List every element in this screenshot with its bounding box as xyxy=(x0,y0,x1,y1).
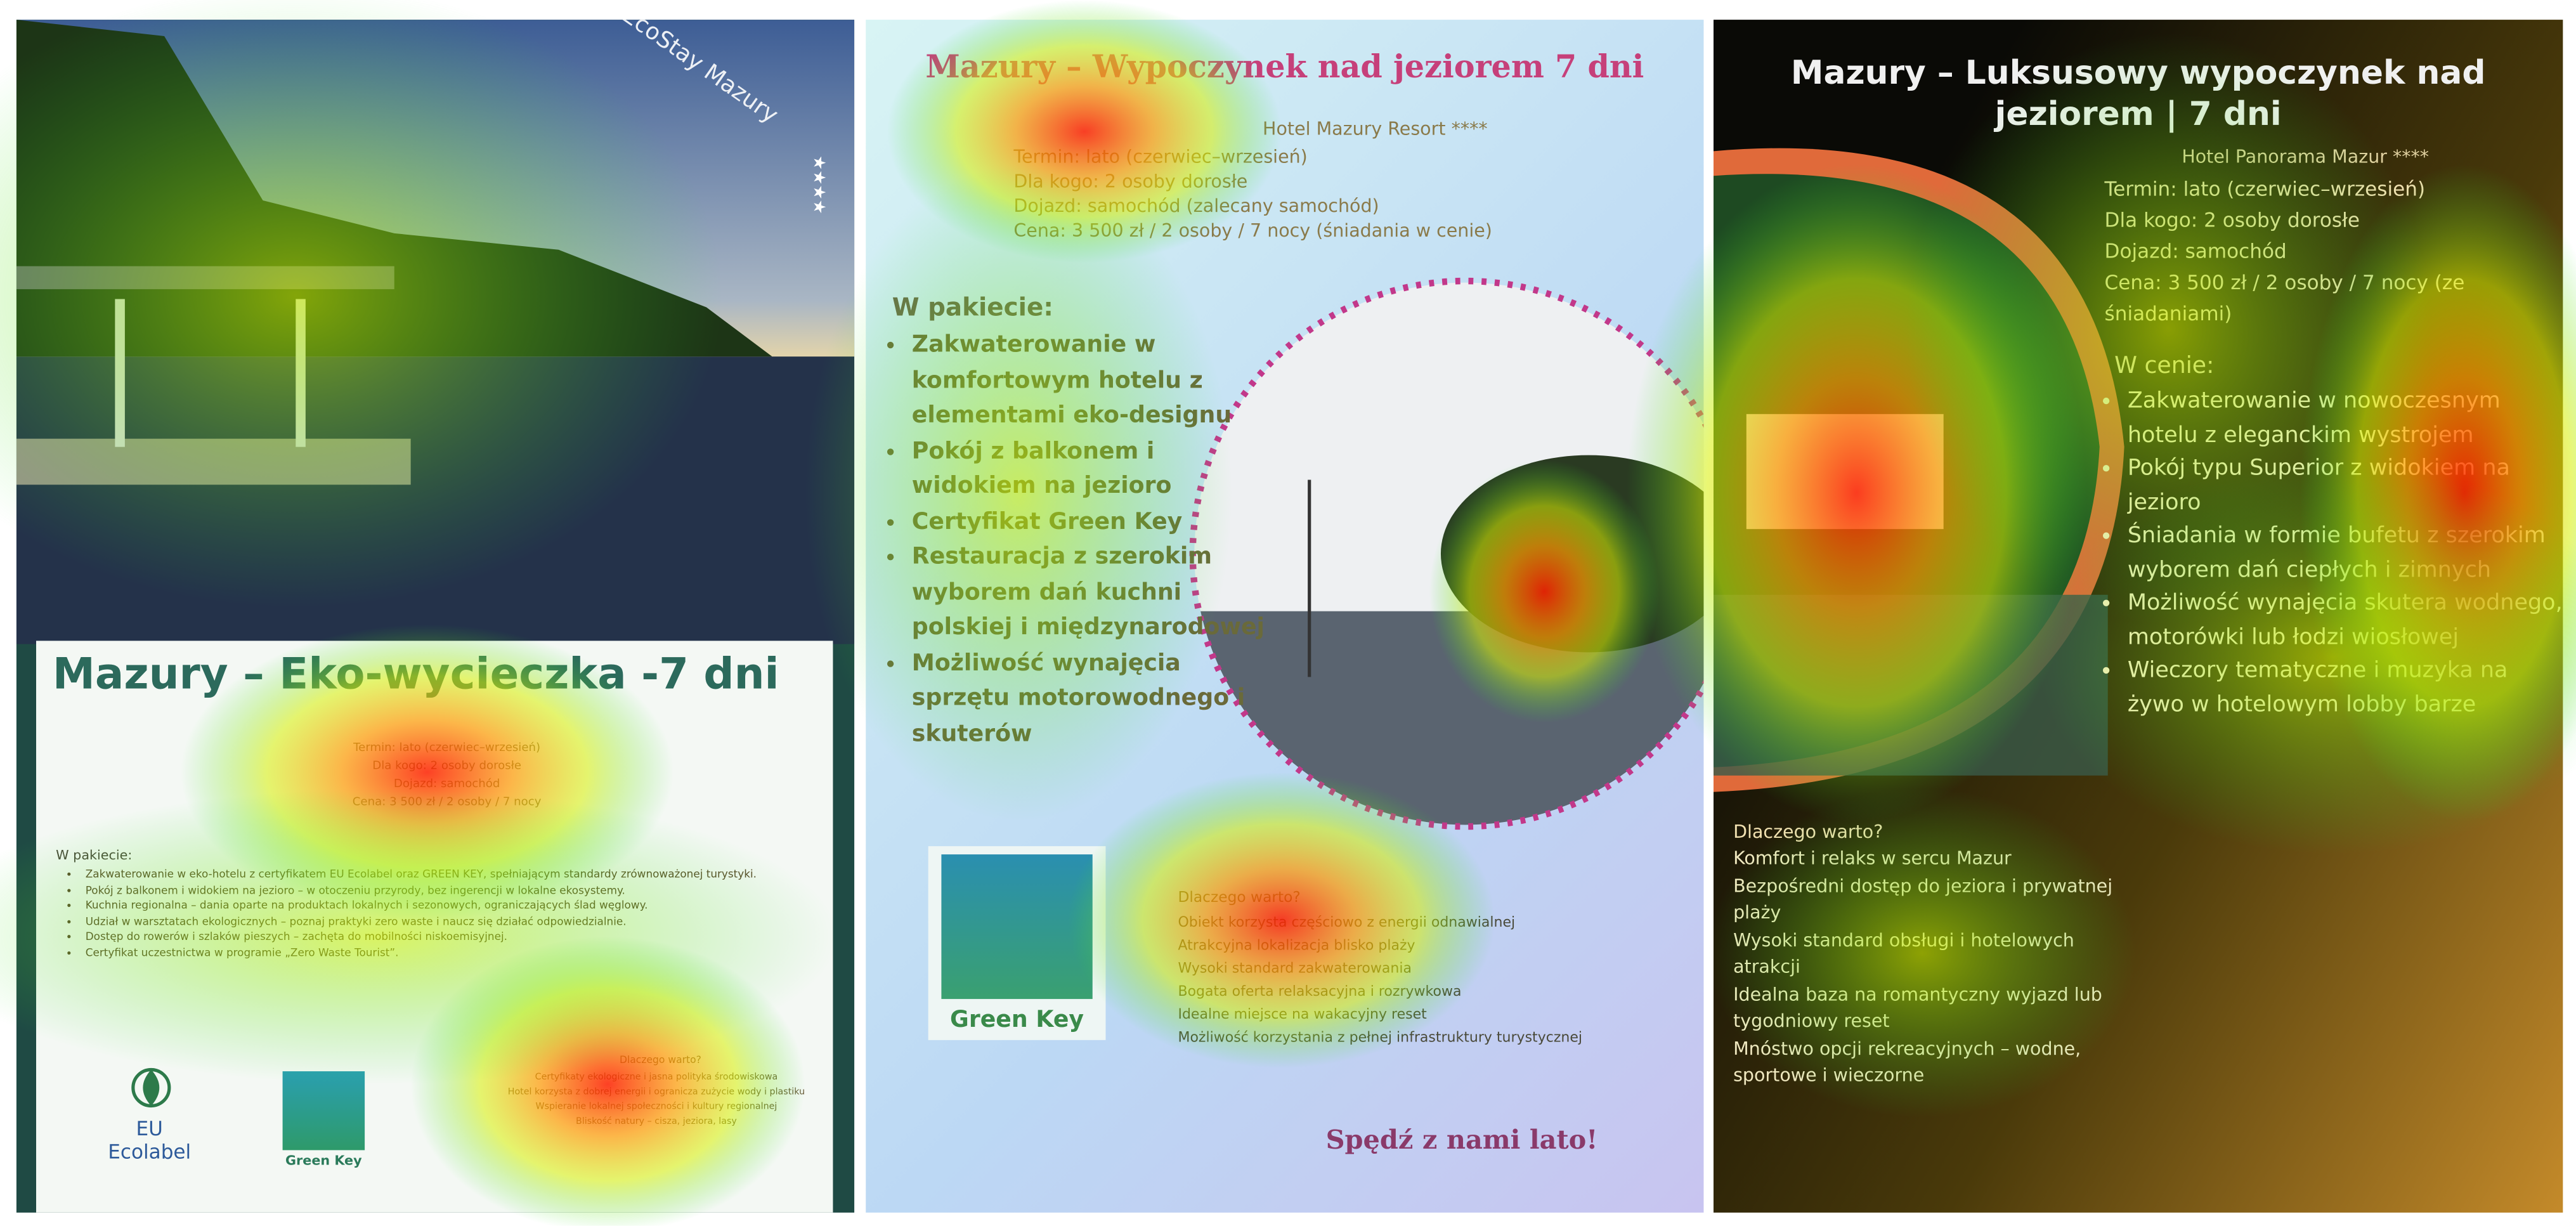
package-item: Śniadania w formie bufetu z szerokim wyb… xyxy=(2128,519,2563,587)
why-item: Hotel korzysta z dobrej energii i ograni… xyxy=(507,1087,805,1098)
why-item: Wysoki standard obsługi i hotelowych atr… xyxy=(1733,929,2074,978)
package-list: Zakwaterowanie w nowoczesnym hotelu z el… xyxy=(2108,384,2563,721)
package-item: Wieczory tematyczne i muzyka na żywo w h… xyxy=(2128,654,2563,721)
package-list: Zakwaterowanie w eko-hotelu z certyfikat… xyxy=(66,868,809,962)
package-item: Możliwość wynajęcia skutera wodnego, mot… xyxy=(2128,587,2563,654)
info-line: Cena: 3 500 zł / 2 osoby / 7 nocy xyxy=(352,795,542,809)
package-item: Restauracja z szerokim wyborem dań kuchn… xyxy=(912,540,1265,646)
logo-text: Green Key xyxy=(950,1007,1084,1034)
lake-photo xyxy=(16,20,855,644)
why-item: Idealne miejsce na wakacyjny reset xyxy=(1178,1007,1427,1024)
package-heading: W cenie: xyxy=(2114,353,2215,380)
why-item: Wysoki standard zakwaterowania xyxy=(1178,961,1412,978)
package-item: Pokój z balkonem i widokiem na jezioro –… xyxy=(86,883,809,899)
why-list: Certyfikaty ekologiczne i jasna polityka… xyxy=(488,1071,824,1130)
brochure-resort: Mazury – Wypoczynek nad jeziorem 7 dni H… xyxy=(866,20,1704,1213)
info-line: Dla kogo: 2 osoby dorosłe xyxy=(1013,171,1248,193)
package-item: Zakwaterowanie w komfortowym hotelu z el… xyxy=(912,329,1265,434)
info-line: Dojazd: samochód xyxy=(2104,240,2287,263)
info-line: Dojazd: samochód (zalecany samochód) xyxy=(1013,195,1379,217)
greenkey-icon xyxy=(282,1071,365,1151)
why-item: Bezpośredni dostęp do jeziora i prywatne… xyxy=(1733,875,2113,923)
title: Mazury – Luksusowy wypoczynek nad jezior… xyxy=(1790,52,2486,133)
info-line: Cena: 3 500 zł / 2 osoby / 7 nocy (ze śn… xyxy=(2104,271,2465,325)
forest-photo xyxy=(1713,148,2124,792)
package-item: Pokój z balkonem i widokiem na jezioro xyxy=(912,434,1265,505)
why-item: Komfort i relaks w sercu Mazur xyxy=(1733,847,2012,870)
info: Termin: lato (czerwiec–wrzesień) Dla kogo… xyxy=(233,740,661,812)
title: Mazury – Wypoczynek nad jeziorem 7 dni xyxy=(925,49,1644,86)
info: Termin: lato (czerwiec–wrzesień) Dla kogo… xyxy=(2105,174,2548,330)
why-list: Obiekt korzysta częściowo z energii odna… xyxy=(1178,912,1670,1050)
brochure-eco: EcoStay Mazury ★★★★ Mazury – Eko-wyciecz… xyxy=(16,20,855,1213)
hotel: Hotel Panorama Mazur **** xyxy=(2182,146,2430,168)
package-heading: W pakiecie: xyxy=(892,292,1053,322)
package-item: Udział w warsztatach ekologicznych – poz… xyxy=(86,915,809,930)
brochure-luxury: Mazury – Luksusowy wypoczynek nad jezior… xyxy=(1713,20,2563,1213)
package-item: Możliwość wynajęcia sprzętu motorowodneg… xyxy=(912,646,1265,752)
why-heading: Dlaczego warto? xyxy=(1178,890,1301,908)
why-item: Bliskość natury – cisza, jeziora, lasy xyxy=(576,1117,737,1128)
why-item: Idealna baza na romantyczny wyjazd lub t… xyxy=(1733,983,2102,1032)
why-item: Wspieranie lokalnej społeczności i kultu… xyxy=(535,1102,777,1112)
package-item: Certyfikat uczestnictwa w programie „Zer… xyxy=(86,946,809,962)
stars: ★★★★ xyxy=(809,155,828,214)
info: Termin: lato (czerwiec–wrzesień) Dla kogo… xyxy=(1013,145,1637,243)
content-card: Mazury – Eko-wycieczka -7 dni Termin: la… xyxy=(36,641,833,1213)
info-line: Termin: lato (czerwiec–wrzesień) xyxy=(353,741,541,755)
info-line: Dla kogo: 2 osoby dorosłe xyxy=(372,759,522,773)
info-line: Termin: lato (czerwiec–wrzesień) xyxy=(2104,177,2426,201)
package-item: Zakwaterowanie w eko-hotelu z certyfikat… xyxy=(86,868,809,884)
package-heading: W pakiecie: xyxy=(56,847,133,863)
package-item: Certyfikat Green Key xyxy=(912,505,1265,541)
logo-greenkey: Green Key xyxy=(285,1153,362,1168)
info-line: Cena: 3 500 zł / 2 osoby / 7 nocy (śniad… xyxy=(1013,220,1492,242)
hotel: Hotel Mazury Resort **** xyxy=(1263,118,1488,140)
title: Mazury – Eko-wycieczka -7 dni xyxy=(52,650,779,700)
package-item: Zakwaterowanie w nowoczesnym hotelu z el… xyxy=(2128,384,2563,452)
why-item: Możliwość korzystania z pełnej infrastru… xyxy=(1178,1030,1583,1047)
package-item: Dostęp do rowerów i szlaków pieszych – z… xyxy=(86,930,809,946)
why-item: Obiekt korzysta częściowo z energii odna… xyxy=(1178,915,1516,932)
why-heading: Dlaczego warto? xyxy=(619,1055,701,1067)
why-list: Komfort i relaks w sercu Mazur Bezpośredn… xyxy=(1733,846,2128,1090)
why-item: Certyfikaty ekologiczne i jasna polityka… xyxy=(535,1073,778,1083)
package-list: Zakwaterowanie w komfortowym hotelu z el… xyxy=(892,329,1265,752)
slogan: Spędź z nami lato! xyxy=(1325,1123,1598,1156)
info-line: Dla kogo: 2 osoby dorosłe xyxy=(2104,209,2360,232)
info-line: Termin: lato (czerwiec–wrzesień) xyxy=(1013,146,1308,168)
greenkey-icon xyxy=(941,854,1093,1000)
why-heading: Dlaczego warto? xyxy=(1733,821,1883,843)
package-item: Kuchnia regionalna – dania oparte na pro… xyxy=(86,899,809,915)
why-item: Mnóstwo opcji rekreacyjnych – wodne, spo… xyxy=(1733,1037,2081,1086)
info-line: Dojazd: samochód xyxy=(393,777,500,791)
package-item: Pokój typu Superior z widokiem na jezior… xyxy=(2128,452,2563,519)
greenkey-logo: Green Key xyxy=(928,846,1106,1040)
why-item: Bogata oferta relaksacyjna i rozrywkowa xyxy=(1178,984,1462,1001)
why-item: Atrakcyjna lokalizacja blisko plaży xyxy=(1178,938,1415,955)
logo-ecolabel: EU Ecolabel xyxy=(108,1117,192,1164)
